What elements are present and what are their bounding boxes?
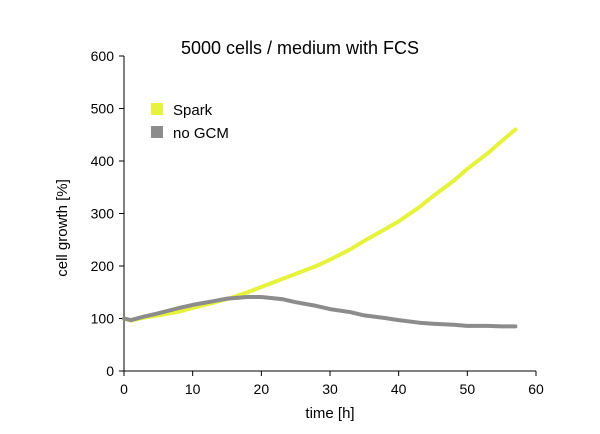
y-ticks: 0 100 200 300 400 500 600	[91, 48, 124, 379]
y-tick-label: 0	[106, 363, 114, 379]
x-tick-label: 20	[254, 381, 270, 397]
legend-swatch	[151, 103, 163, 115]
y-tick-label: 500	[91, 101, 115, 117]
x-tick-label: 60	[528, 381, 544, 397]
x-tick-label: 0	[120, 381, 128, 397]
legend-swatch	[151, 126, 163, 138]
legend-label: Spark	[173, 102, 213, 119]
y-tick-label: 200	[91, 258, 115, 274]
plot-area: 0 100 200 300 400 500 600 0 10 20 30 40 50 60	[91, 48, 544, 397]
y-axis-title: cell growth [%]	[54, 179, 71, 277]
x-tick-label: 10	[185, 381, 201, 397]
legend-label: no GCM	[173, 125, 229, 142]
series-line-spark	[122, 127, 518, 323]
x-tick-label: 30	[322, 381, 338, 397]
x-tick-label: 40	[391, 381, 407, 397]
y-tick-label: 400	[91, 153, 115, 169]
x-tick-label: 50	[460, 381, 476, 397]
x-axis-title: time [h]	[305, 405, 354, 422]
series-lines	[122, 127, 518, 329]
chart-title: 5000 cells / medium with FCS	[181, 38, 419, 58]
y-tick-label: 600	[91, 48, 115, 64]
legend: Spark no GCM	[151, 102, 229, 142]
x-ticks: 0 10 20 30 40 50 60	[120, 371, 544, 397]
series-line-no-gcm	[122, 295, 518, 329]
y-tick-label: 100	[91, 311, 115, 327]
y-tick-label: 300	[91, 206, 115, 222]
